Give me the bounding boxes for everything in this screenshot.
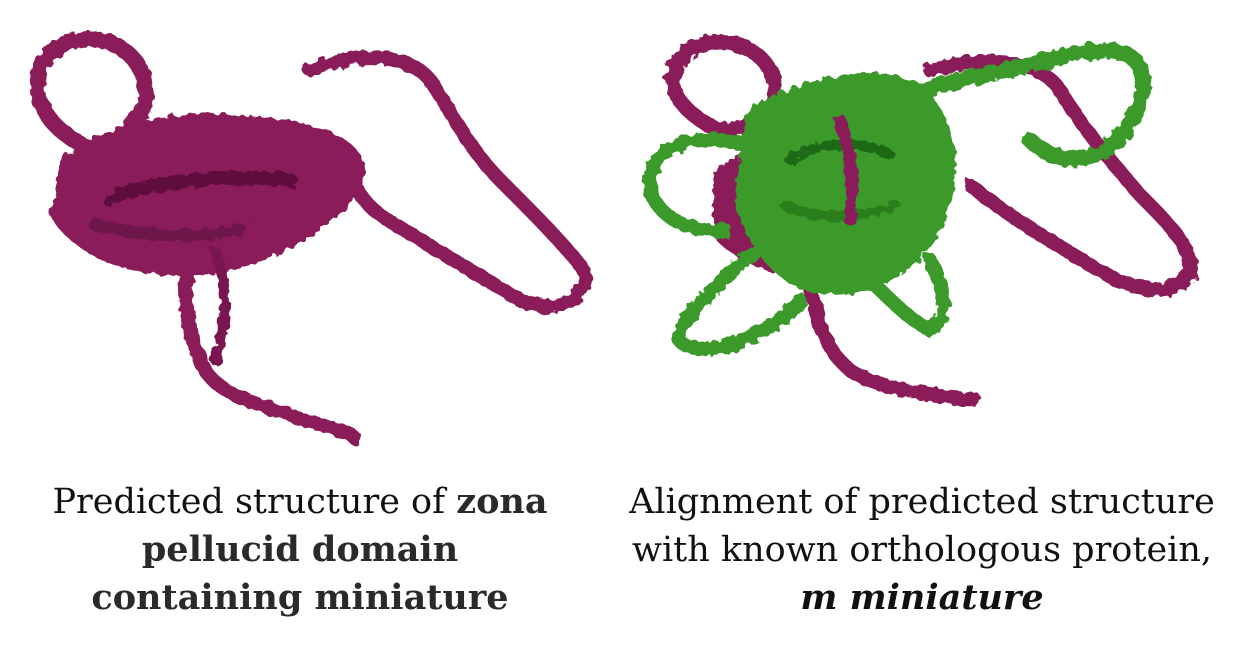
right-caption-line-1: Alignment of predicted structure [629, 482, 1215, 522]
left-panel: Predicted structure of zona pellucid dom… [0, 0, 610, 664]
left-caption-bold-1: zona [456, 481, 548, 522]
predicted-chain-tail [303, 50, 593, 314]
left-caption-text: Predicted structure of [52, 482, 457, 522]
right-caption: Alignment of predicted structure with kn… [610, 478, 1234, 622]
ortholog-chain-lower-left [671, 233, 807, 357]
aligned-predicted-tail [923, 54, 1198, 297]
left-caption: Predicted structure of zona pellucid dom… [20, 478, 580, 622]
ortholog-chain-lower-right [853, 253, 951, 337]
aligned-predicted-lower [803, 253, 982, 407]
ortholog-chain-left-loop [642, 132, 767, 238]
alignment-render [642, 34, 1198, 407]
right-caption-line-2: with known orthologous protein, [631, 530, 1213, 570]
ortholog-chain-upper [902, 42, 1152, 167]
predicted-chain-lower [178, 248, 362, 445]
left-caption-bold-3: containing miniature [91, 577, 509, 618]
right-caption-bold-italic: m miniature [800, 577, 1044, 618]
left-caption-bold-2: pellucid domain [141, 529, 459, 570]
right-panel: Alignment of predicted structure with kn… [610, 0, 1234, 664]
predicted-chain-loop [29, 31, 154, 158]
predicted-structure-render [29, 31, 593, 445]
ortholog-chain-core [735, 73, 956, 295]
